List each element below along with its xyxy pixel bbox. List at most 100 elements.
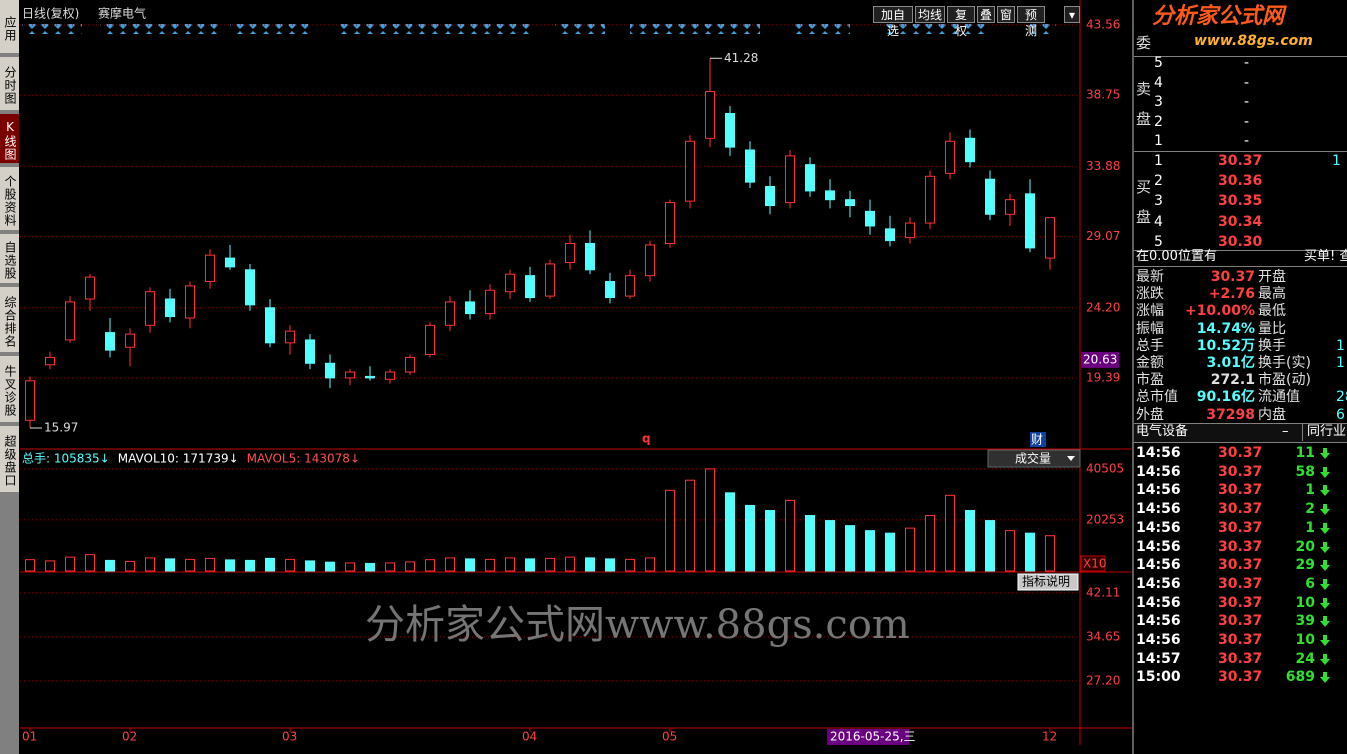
help-button[interactable] xyxy=(1017,573,1079,591)
arrow-icon xyxy=(1320,448,1330,459)
volume-bar xyxy=(985,520,995,572)
stat-name: 最新 xyxy=(1136,269,1164,285)
volume-bar xyxy=(1005,530,1015,572)
candle-body xyxy=(585,242,595,271)
stat-name: 换手(实) xyxy=(1258,355,1311,371)
indicator-select[interactable] xyxy=(987,449,1081,468)
industry-peer[interactable]: 同行业 xyxy=(1302,423,1346,441)
arrow-icon xyxy=(1320,672,1330,684)
stat-name: 最高 xyxy=(1258,286,1286,303)
arrow-icon xyxy=(1320,616,1330,628)
stat-value: 1 xyxy=(1336,337,1345,354)
toolbar-button[interactable]: 叠 xyxy=(977,6,995,23)
stat-value: +2.76 xyxy=(1208,286,1255,303)
arrow-icon xyxy=(1320,560,1330,572)
toolbar-button[interactable]: 均线 xyxy=(915,6,945,23)
signal-row xyxy=(22,24,82,34)
toolbar-button[interactable]: 复权 xyxy=(947,6,975,38)
candle-body xyxy=(225,257,235,268)
sell-price: - xyxy=(1244,55,1250,71)
toolbar-menu[interactable]: ▾ xyxy=(1064,6,1080,23)
candle-body xyxy=(1005,199,1015,215)
sidebar-tab[interactable]: 自选股 xyxy=(0,234,19,285)
volume-bar xyxy=(905,527,915,572)
candle-body xyxy=(705,91,715,139)
volume-bar xyxy=(885,532,895,572)
stat-name: 金额 xyxy=(1136,355,1164,371)
stat-value: 3.01亿 xyxy=(1206,355,1255,371)
volume-bar xyxy=(865,530,875,572)
buy-price: 30.34 xyxy=(1218,213,1263,230)
divider xyxy=(1134,151,1347,152)
volume-bar xyxy=(445,557,455,572)
sidebar-tab[interactable]: 分时图 xyxy=(0,57,19,112)
volume-bar xyxy=(965,509,975,572)
sidebar-tab[interactable]: 综合排名 xyxy=(0,287,19,354)
volume-bar xyxy=(1025,532,1035,572)
volume-bar xyxy=(525,558,535,572)
buy-price: 30.37 xyxy=(1218,153,1263,169)
candle-body xyxy=(645,244,655,277)
buy-price: 30.36 xyxy=(1218,173,1263,190)
order-notice-right: 买单! 查 xyxy=(1304,249,1347,264)
volume-bar xyxy=(425,559,435,572)
candle-body xyxy=(345,371,355,379)
candle-body xyxy=(165,298,175,318)
sidebar-tab[interactable]: 超级盘口 xyxy=(0,426,19,494)
buy-level: 2 xyxy=(1154,173,1163,190)
down-arrow xyxy=(1319,466,1331,478)
candle-body xyxy=(505,273,515,293)
logo-name: 分析家公式网 xyxy=(1152,4,1285,29)
tick-time: 14:57 xyxy=(1136,650,1181,667)
y-tick-label: 40505 xyxy=(1086,461,1124,475)
volume-bar xyxy=(405,561,415,572)
tick-volume: 39 xyxy=(1295,613,1315,630)
down-arrow xyxy=(1319,653,1331,665)
candle-body xyxy=(1045,217,1055,259)
volume-bar xyxy=(765,509,775,572)
sidebar-tab[interactable]: K线图 xyxy=(0,114,19,165)
candle-body xyxy=(325,362,335,379)
buy-price: 30.35 xyxy=(1218,193,1263,210)
candle-body xyxy=(25,380,35,421)
toolbar-button[interactable]: 预测 xyxy=(1017,6,1045,38)
divider xyxy=(1134,266,1347,267)
volume-bar xyxy=(345,562,355,572)
stat-value: 30.37 xyxy=(1210,269,1255,285)
sidebar-tab[interactable]: 个股资料 xyxy=(0,167,19,232)
candle-body xyxy=(605,280,615,299)
sidebar-tab[interactable]: 牛叉诊股 xyxy=(0,356,19,424)
tick-price: 30.37 xyxy=(1218,482,1263,499)
volume-bar xyxy=(465,558,475,572)
tick-time: 14:56 xyxy=(1136,538,1181,555)
signal-row xyxy=(100,24,220,34)
down-arrow xyxy=(1319,522,1331,534)
candle-body xyxy=(745,149,755,183)
candle-body xyxy=(205,254,215,282)
y-tick-label: 34.65 xyxy=(1086,629,1120,643)
stat-name: 总市值 xyxy=(1136,389,1178,406)
volume-scale: X10 xyxy=(1083,557,1107,571)
tick-price: 30.37 xyxy=(1218,650,1263,667)
sidebar-tab[interactable]: 应用 xyxy=(0,0,19,55)
down-arrow xyxy=(1319,615,1331,628)
candle-body xyxy=(525,275,535,299)
toolbar-button[interactable]: 窗 xyxy=(997,6,1015,23)
volume-bar xyxy=(305,560,315,572)
order-notice: 在0.00位置有 xyxy=(1136,249,1217,264)
tick-volume: 6 xyxy=(1305,575,1315,592)
tick-volume: 11 xyxy=(1295,445,1315,461)
down-arrow xyxy=(1319,634,1331,646)
volume-bar xyxy=(565,556,575,572)
toolbar-button[interactable]: 加自选 xyxy=(873,6,913,38)
stat-name: 涨跌 xyxy=(1136,286,1164,303)
tick-price: 30.37 xyxy=(1218,445,1263,461)
logo-url: www.88gs.com xyxy=(1194,33,1313,49)
y-tick-label: 24.20 xyxy=(1086,300,1120,314)
candle-body xyxy=(1025,193,1035,249)
arrow-icon xyxy=(1320,466,1330,478)
stat-name: 内盘 xyxy=(1258,406,1286,423)
volume-bar xyxy=(505,557,515,572)
tick-time: 14:56 xyxy=(1136,594,1181,611)
